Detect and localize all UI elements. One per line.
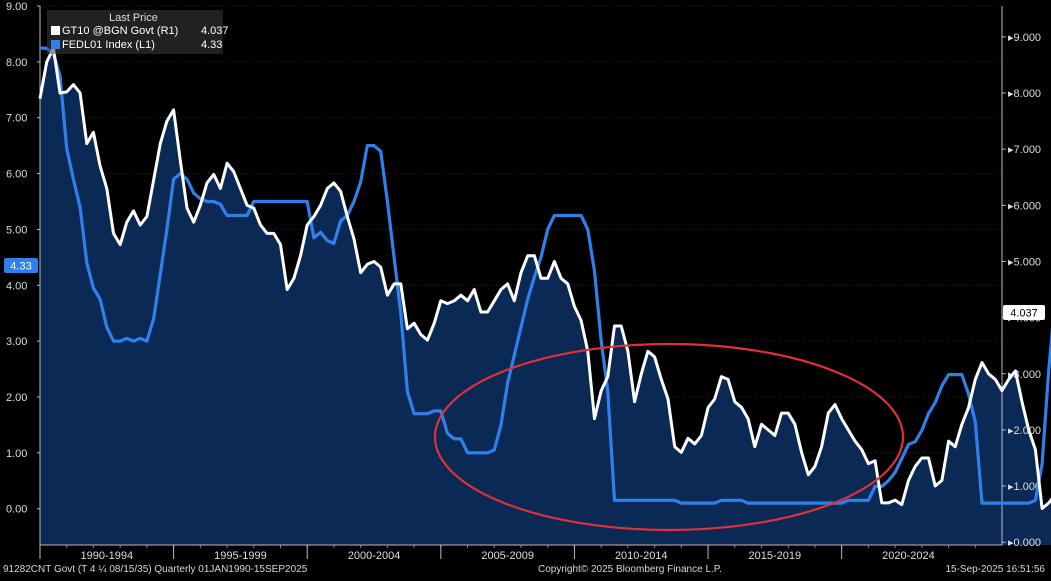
footer-security-info: 91282CNT Govt (T 4 ¼ 08/15/35) Quarterly… — [3, 564, 308, 575]
left-tick-label: 1.00 — [6, 448, 27, 460]
right-tick-label: ▸9.000 — [1008, 32, 1041, 44]
left-tick-label: 2.00 — [6, 392, 27, 404]
annotation-ellipse — [433, 342, 905, 532]
right-last-value-badge — [1003, 305, 1045, 320]
right-tick-label: ▸1.000 — [1008, 481, 1041, 493]
x-tick-label: 1995-1999 — [214, 550, 267, 562]
x-tick-label: 2020-2024 — [882, 550, 935, 562]
legend-label-gt10: GT10 @BGN Govt (R1) — [62, 25, 179, 37]
left-tick-label: 6.00 — [6, 169, 27, 181]
right-tick-label: ▸6.000 — [1008, 200, 1041, 212]
legend-value-fedl01: 4.33 — [201, 39, 223, 51]
legend-label-fedl01: FEDL01 Index (L1) — [62, 39, 155, 51]
left-tick-label: 0.00 — [6, 504, 27, 516]
legend-swatch-fedl01 — [51, 40, 60, 49]
legend-value-gt10: 4.037 — [201, 25, 229, 37]
right-tick-label: ▸2.000 — [1008, 425, 1041, 437]
last-value-badges: 4.33 4.037 — [4, 258, 1045, 320]
x-tick-label: 2000-2004 — [348, 550, 401, 562]
left-last-value-badge — [4, 258, 38, 273]
x-tick-label: 2015-2019 — [749, 550, 802, 562]
x-tick-label: 2010-2014 — [615, 550, 668, 562]
footer-timestamp: 15-Sep-2025 16:51:56 — [945, 564, 1045, 575]
gt10-series-line — [38, 46, 1051, 510]
left-tick-label: 9.00 — [6, 1, 27, 13]
fedl01-series-line — [39, 46, 1051, 505]
left-tick-label: 7.00 — [6, 113, 27, 125]
right-last-value-label: 4.037 — [1010, 308, 1038, 320]
legend-item-gt10: GT10 @BGN Govt (R1) — [51, 25, 178, 38]
right-tick-label: ▸0.000 — [1008, 537, 1041, 549]
x-tick-label: 2005-2009 — [481, 550, 534, 562]
legend: Last Price GT10 @BGN Govt (R1) 4.037 FED… — [47, 10, 229, 54]
x-tick-label: 1990-1994 — [81, 550, 134, 562]
left-tick-label: 3.00 — [6, 336, 27, 348]
left-last-value-label: 4.33 — [10, 261, 31, 273]
left-tick-label: 8.00 — [6, 57, 27, 69]
legend-header: Last Price — [109, 12, 158, 24]
legend-item-fedl01: FEDL01 Index (L1) — [51, 39, 155, 52]
left-axis: 9.00 8.00 7.00 6.00 5.00 4.00 3.00 2.00 1.00 0.00 — [6, 1, 40, 516]
left-tick-label: 4.00 — [6, 280, 27, 292]
right-tick-label: ▸5.000 — [1008, 256, 1041, 268]
footer-copyright: Copyright© 2025 Bloomberg Finance L.P. — [538, 564, 722, 575]
right-tick-label: ▸7.000 — [1008, 144, 1041, 156]
gt10-area — [40, 48, 1051, 545]
right-tick-label: ▸8.000 — [1008, 88, 1041, 100]
left-tick-label: 5.00 — [6, 224, 27, 236]
legend-swatch-gt10 — [51, 26, 60, 35]
x-axis: 1990-1994 1995-1999 2000-2004 2005-2009 2010… — [39, 6, 1003, 562]
